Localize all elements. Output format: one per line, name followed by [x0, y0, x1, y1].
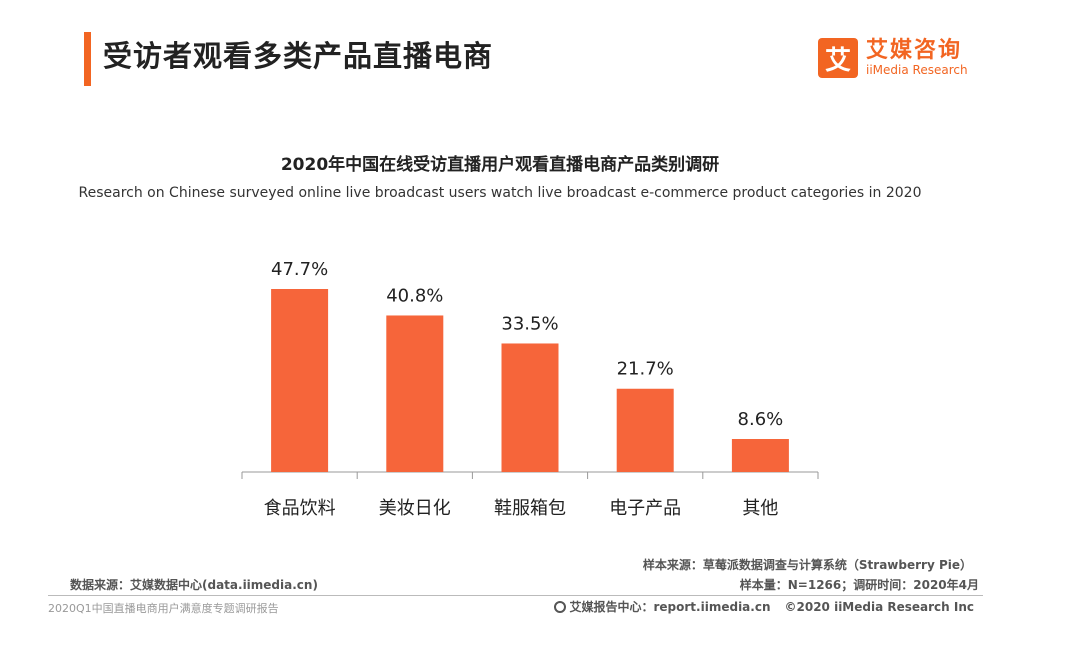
data-label-5: 8.6% — [738, 409, 784, 430]
sample-source: 样本来源：草莓派数据调查与计算系统（Strawberry Pie） — [642, 558, 972, 572]
logo-text: 艾媒咨询 iiMedia Research — [866, 38, 968, 78]
page-title: 受访者观看多类产品直播电商 — [103, 39, 494, 73]
category-label-4: 电子产品 — [609, 498, 681, 519]
data-label-1: 47.7% — [271, 259, 328, 280]
bar-2 — [386, 315, 444, 472]
logo-en: iiMedia Research — [866, 63, 968, 77]
iimedia-logo: 艾 艾媒咨询 iiMedia Research — [818, 36, 968, 80]
report-center-icon — [553, 600, 566, 613]
title-accent-bar — [84, 32, 91, 86]
chart-subtitle: Research on Chinese surveyed online live… — [78, 185, 922, 201]
data-source: 数据来源：艾媒数据中心(data.iimedia.cn) — [70, 578, 318, 592]
category-label-3: 鞋服箱包 — [494, 498, 566, 519]
logo-mark-icon: 艾 — [818, 38, 858, 78]
data-label-3: 33.5% — [501, 313, 558, 334]
logo-cn: 艾媒咨询 — [866, 38, 963, 63]
report-center: 艾媒报告中心：report.iimedia.cn — [569, 600, 771, 614]
sample-size: 样本量：N=1266；调研时间：2020年4月 — [739, 578, 979, 592]
footer-divider — [48, 595, 983, 596]
data-label-4: 21.7% — [617, 359, 674, 380]
chart-title: 2020年中国在线受访直播用户观看直播电商产品类别调研 — [280, 155, 720, 175]
bar-1 — [271, 289, 329, 472]
bar-5 — [731, 439, 789, 472]
category-label-2: 美妆日化 — [379, 498, 451, 519]
copyright: ©2020 iiMedia Research Inc — [784, 599, 975, 614]
category-label-1: 食品饮料 — [264, 498, 336, 519]
report-name: 2020Q1中国直播电商用户满意度专题调研报告 — [48, 602, 279, 615]
footer-right: 艾媒报告中心：report.iimedia.cn ©2020 iiMedia R… — [553, 598, 975, 615]
category-label-5: 其他 — [742, 498, 778, 519]
data-label-2: 40.8% — [386, 285, 443, 306]
bar-3 — [501, 343, 559, 472]
bar-4 — [616, 388, 674, 472]
